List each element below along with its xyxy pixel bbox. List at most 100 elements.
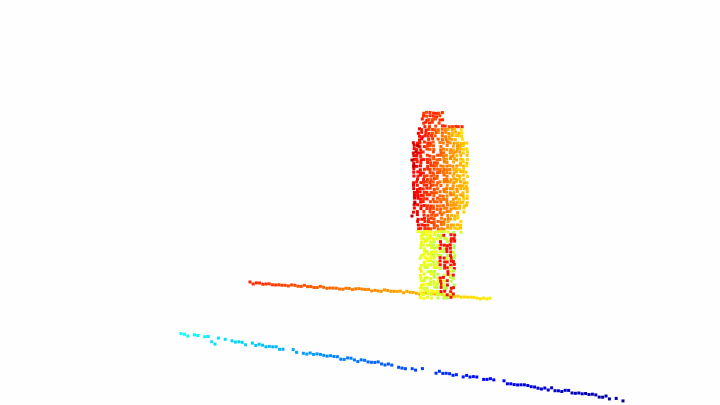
figure-point [445, 283, 449, 287]
figure-point [445, 257, 449, 261]
figure-point [432, 226, 436, 230]
figure-point [431, 150, 435, 154]
front-line-point [244, 343, 248, 347]
figure-point [442, 173, 446, 177]
figure-point [436, 260, 439, 264]
figure-point [462, 141, 466, 145]
figure-point [446, 220, 450, 224]
figure-point [439, 240, 442, 244]
figure-point [423, 227, 427, 231]
figure-point [428, 143, 432, 147]
figure-point [413, 190, 416, 194]
front-line-point [386, 362, 390, 366]
back-line-point [386, 289, 390, 292]
front-line-point [182, 332, 186, 336]
figure-point [419, 264, 423, 267]
front-line-point [556, 389, 560, 393]
figure-point [459, 141, 463, 145]
figure-point [422, 183, 426, 187]
figure-point [416, 177, 419, 181]
figure-point [452, 262, 456, 266]
figure-point [446, 240, 449, 244]
figure-point [438, 194, 442, 198]
front-line-point [305, 352, 309, 356]
front-line-point [475, 375, 479, 379]
figure-point [449, 154, 453, 158]
back-line-point [373, 288, 377, 292]
figure-point [423, 249, 427, 253]
figure-point [454, 130, 458, 134]
figure-point [415, 141, 419, 145]
figure-point [450, 133, 454, 137]
figure-point [439, 236, 442, 240]
figure-point [448, 246, 452, 250]
figure-point [425, 147, 429, 151]
figure-point [455, 154, 459, 158]
figure-point [442, 256, 446, 260]
figure-point [449, 286, 453, 290]
front-line-point [216, 336, 220, 340]
figure-point [428, 193, 432, 197]
figure-point [443, 289, 447, 293]
figure-point [449, 259, 453, 263]
figure-point [425, 118, 429, 122]
figure-point [433, 161, 436, 165]
figure-point [432, 173, 436, 177]
figure-point [436, 263, 440, 266]
figure-point [449, 207, 453, 211]
figure-point [456, 216, 460, 220]
figure-point [445, 254, 449, 257]
figure-point [435, 237, 439, 241]
figure-point [431, 128, 435, 131]
figure-point [422, 293, 426, 297]
figure-point [449, 217, 452, 221]
figure-point [465, 181, 469, 185]
figure-point [425, 153, 429, 157]
figure-point [423, 256, 427, 260]
figure-point [418, 173, 422, 177]
front-line-point [584, 392, 588, 395]
figure-point [422, 286, 426, 290]
back-line-point [318, 284, 322, 288]
front-line-point [315, 352, 319, 356]
figure-point [432, 220, 436, 224]
figure-point [442, 223, 446, 226]
figure-edge-point [414, 150, 418, 154]
figure-point [449, 269, 453, 273]
front-line-point [597, 395, 601, 399]
figure-point [462, 167, 466, 171]
figure-point [454, 196, 458, 200]
figure-point [452, 267, 456, 270]
figure-point [455, 187, 459, 191]
figure-point [428, 125, 431, 129]
front-line-point [295, 350, 299, 354]
figure-point [436, 153, 440, 157]
figure-point [446, 214, 450, 217]
back-line-point [261, 282, 265, 286]
front-line-point [553, 389, 557, 393]
figure-point [431, 118, 435, 122]
figure-point [453, 233, 457, 237]
figure-point [438, 118, 442, 122]
front-line-point [454, 373, 458, 377]
figure-point [431, 140, 435, 144]
figure-point [438, 141, 442, 144]
figure-point [442, 286, 446, 290]
figure-point [445, 194, 449, 198]
figure-point [429, 234, 432, 238]
figure-point [456, 134, 460, 138]
figure-point [450, 213, 453, 217]
figure-point [423, 230, 427, 234]
figure-point [445, 244, 449, 248]
figure-point [438, 180, 442, 184]
figure-point [428, 110, 432, 114]
figure-point [426, 233, 429, 237]
front-line-point [179, 332, 183, 336]
figure-point [439, 148, 443, 152]
figure-point [432, 270, 436, 273]
figure-point [419, 243, 423, 247]
figure-point [458, 147, 462, 151]
front-line-point [471, 375, 475, 379]
